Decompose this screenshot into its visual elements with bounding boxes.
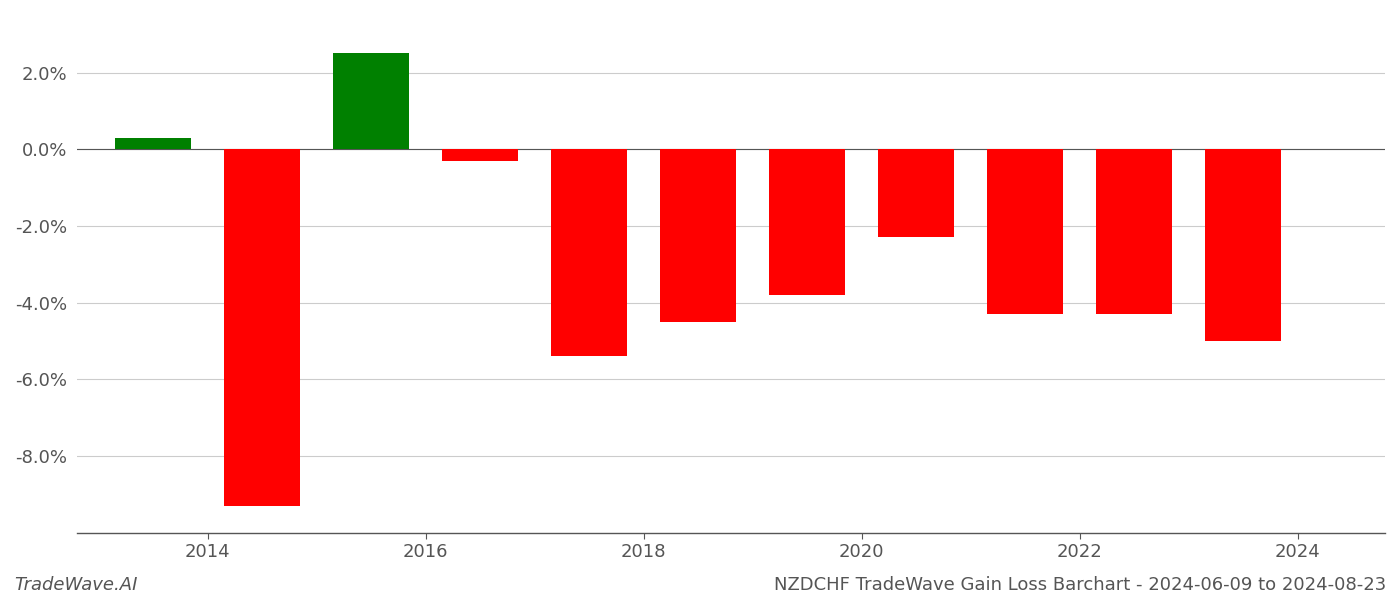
- Bar: [1205, 149, 1281, 341]
- Text: NZDCHF TradeWave Gain Loss Barchart - 2024-06-09 to 2024-08-23: NZDCHF TradeWave Gain Loss Barchart - 20…: [774, 576, 1386, 594]
- Bar: [333, 53, 409, 149]
- Bar: [552, 149, 627, 356]
- Text: TradeWave.AI: TradeWave.AI: [14, 576, 137, 594]
- Bar: [659, 149, 736, 322]
- Bar: [987, 149, 1064, 314]
- Bar: [1096, 149, 1172, 314]
- Bar: [115, 137, 192, 149]
- Bar: [224, 149, 301, 506]
- Bar: [442, 149, 518, 161]
- Bar: [769, 149, 846, 295]
- Bar: [878, 149, 955, 238]
